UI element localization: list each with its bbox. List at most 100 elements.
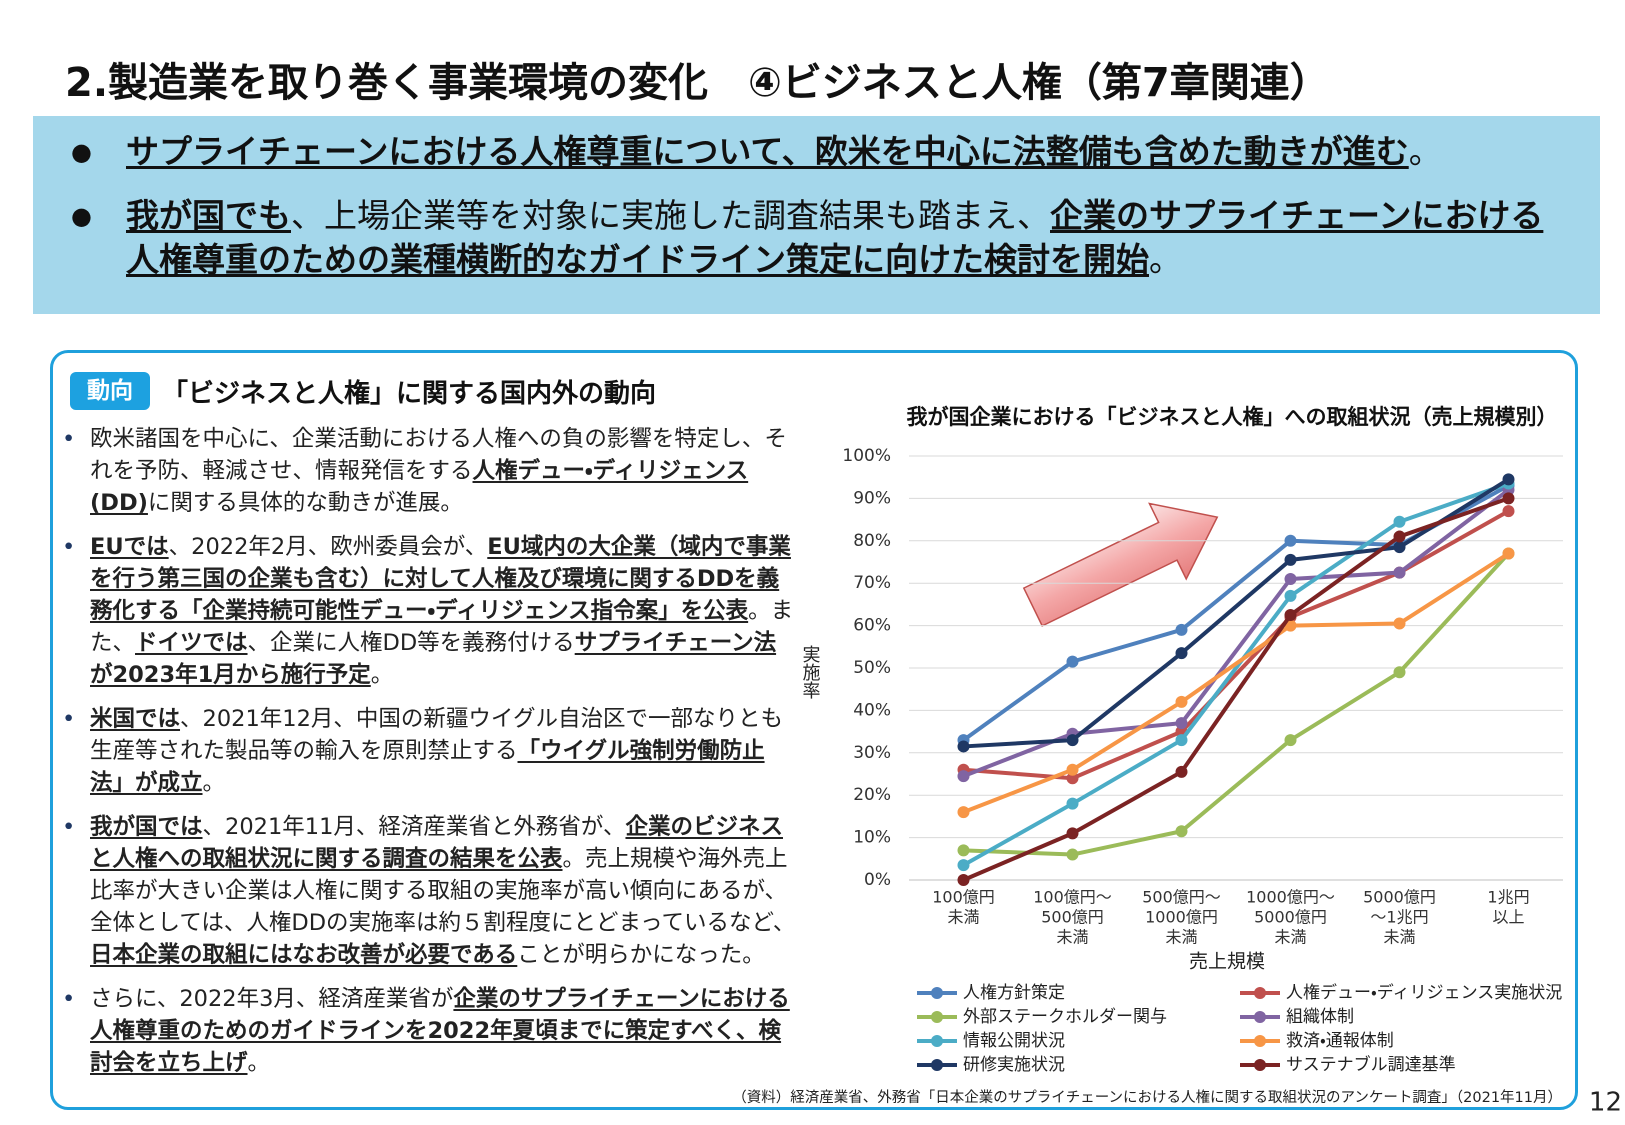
emphasis-text: 企業のサプライチェーンにおける人権尊重のための業種横断的なガイドライン策定に向け… [126,196,1544,279]
y-axis-label: 実施率 [800,645,821,699]
body-text: 、企業に人権DD等を義務付ける [247,630,575,656]
x-tick-label: 未満 [1383,928,1415,947]
emphasis-text: 我が国でも [126,196,291,235]
bullet-item: 米国では、2021年12月、中国の新疆ウイグル自治区で一部なりとも生産等された製… [58,703,798,799]
legend-label: サステナブル調達基準 [1286,1054,1456,1075]
bullet-item: 欧米諸国を中心に、企業活動における人権への負の影響を特定し、それを予防、軽減させ… [58,423,798,519]
x-tick-label: 1兆円 [1487,888,1529,907]
legend-label: 情報公開状況 [963,1031,1065,1051]
data-point [1066,797,1079,810]
data-point [1066,827,1079,840]
x-tick-label: 以上 [1492,908,1524,927]
data-point [1175,825,1188,838]
data-point [1284,734,1297,747]
legend-swatch-marker [1254,1059,1266,1071]
emphasis-text: 企業のビジネスと人権への取組状況に関する調査の結果を公表 [90,814,783,872]
y-tick-label: 100% [842,446,891,466]
y-tick-label: 50% [853,658,891,678]
y-tick-label: 60% [853,616,891,636]
body-text: 、2022年2月、欧州委員会が、 [168,534,488,560]
data-point [1502,505,1515,518]
x-tick-label: 未満 [1165,928,1197,947]
source-note: （資料）経済産業省、外務省「日本企業のサプライチェーンにおける人権に関する取組状… [732,1089,1562,1106]
legend-label: 救済・通報体制 [1286,1031,1394,1051]
body-text: 、上場企業等を対象に実施した調査結果も踏まえ、 [291,196,1050,235]
x-tick-label: 未満 [1274,928,1306,947]
data-point [1502,473,1515,486]
trend-list: 欧米諸国を中心に、企業活動における人権への負の影響を特定し、それを予防、軽減させ… [58,423,798,1091]
y-tick-label: 70% [853,573,891,593]
body-text: 。 [370,662,394,688]
legend-swatch-marker [931,1011,943,1023]
data-point [1066,734,1079,747]
legend-label: 組織体制 [1286,1007,1354,1027]
slide-title: 2.製造業を取り巻く事業環境の変化 ④ビジネスと人権（第7章関連） [65,60,1330,106]
emphasis-text: EUでは [90,534,169,560]
x-tick-label: 100億円 [932,888,995,907]
y-tick-label: 80% [853,531,891,551]
x-tick-label: 1000億円～ [1246,888,1335,907]
data-point [1175,623,1188,636]
body-text: 、2021年12月、中国の新疆ウイグル自治区で一部なりとも生産等された製品等の輸… [90,706,783,764]
legend-swatch-marker [1254,1035,1266,1047]
x-tick-label: 100億円～ [1033,888,1112,907]
section-heading: 「ビジネスと人権」に関する国内外の動向 [162,379,657,409]
legend-swatch-marker [931,1035,943,1047]
x-tick-label: 500億円～ [1142,888,1221,907]
page-number: 12 [1589,1088,1622,1118]
data-point [1175,717,1188,730]
emphasis-text: 我が国では [90,814,203,840]
y-tick-label: 40% [853,700,891,720]
data-point [1066,763,1079,776]
y-tick-label: 0% [864,870,891,890]
data-point [957,806,970,819]
chart-title: 我が国企業における「ビジネスと人権」への取組状況（売上規模別） [907,405,1558,429]
data-point [1284,553,1297,566]
body-text: 。 [202,770,226,796]
data-point [1393,530,1406,543]
bullet-item: サプライチェーンにおける人権尊重について、欧米を中心に法整備も含めた動きが進む。 [33,130,1566,174]
data-point [957,844,970,857]
emphasis-text: EU域内の大企業（域内で事業を行う第三国の企業も含む）に対して人権及び環境に関す… [90,534,791,624]
body-text: 。 [1149,240,1182,279]
body-text: 、2021年11月、経済産業省と外務省が、 [202,814,626,840]
x-tick-label: 未満 [947,908,979,927]
legend-swatch-marker [1254,987,1266,999]
data-point [957,770,970,783]
emphasis-text: サプライチェーン法が2023年1月から施行予定 [90,630,777,688]
series-line [962,488,1510,778]
data-point [1284,609,1297,621]
emphasis-text: ドイツでは [135,630,248,656]
data-point [957,740,970,753]
data-point [1175,647,1188,660]
legend-label: 人権デュー・ディリジェンス実施状況 [1286,982,1562,1003]
data-point [1284,534,1297,547]
data-point [1175,765,1188,778]
series-line [963,477,1510,749]
y-tick-label: 20% [853,785,891,805]
body-text: に関する具体的な動きが進展。 [147,490,463,516]
data-point [1502,492,1515,505]
bullet-item: 我が国では、2021年11月、経済産業省と外務省が、企業のビジネスと人権への取組… [58,811,798,971]
data-point [1502,547,1515,560]
body-text: ことが明らかになった。 [517,942,765,968]
emphasis-text: 日本企業の取組にはなお改善が必要である [90,942,518,968]
bullet-item: EUでは、2022年2月、欧州委員会が、EU域内の大企業（域内で事業を行う第三国… [58,531,798,691]
series-line [963,552,1510,857]
data-point [1393,617,1406,630]
x-tick-label: 5000億円 [1254,908,1327,927]
legend-swatch-marker [931,1059,943,1071]
banner-list: サプライチェーンにおける人権尊重について、欧米を中心に法整備も含めた動きが進む。… [33,116,1600,282]
emphasis-text: 企業のサプライチェーンにおける人権尊重のためのガイドラインを2022年夏頃までに… [90,986,790,1076]
content-box [50,350,1578,1110]
legend-label: 研修実施状況 [963,1055,1065,1075]
body-text: 。売上規模や海外売上比率が大きい企業は人権に関する取組の実施率が高い傾向にあるが… [90,846,796,936]
series-line [962,496,1510,882]
x-tick-label: 500億円 [1041,908,1104,927]
body-text: 。また、 [90,598,794,656]
series-line [962,551,1510,815]
emphasis-text: サプライチェーンにおける人権尊重について、欧米を中心に法整備も含めた動きが進む [126,132,1409,171]
data-point [1066,772,1079,785]
